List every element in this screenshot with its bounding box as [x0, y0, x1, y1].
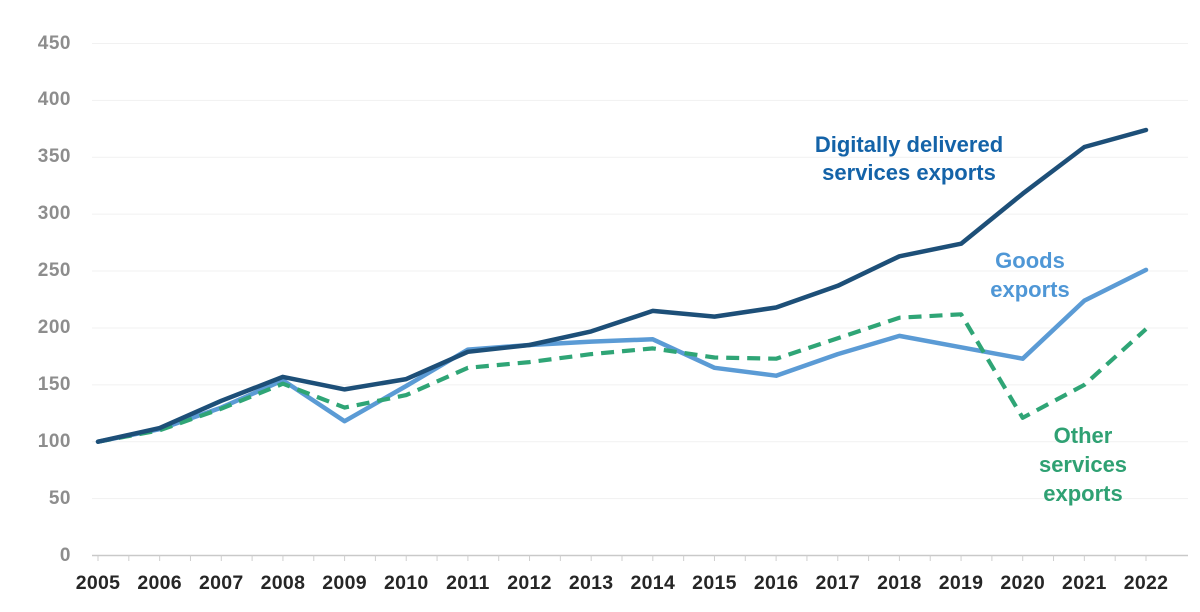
- y-tick-label-450: 450: [37, 32, 71, 54]
- y-tick-label-350: 350: [37, 146, 71, 168]
- x-tick-label-2021: 2021: [1062, 572, 1107, 594]
- x-tick-label-2020: 2020: [1000, 572, 1045, 594]
- x-tick-label-2010: 2010: [383, 572, 429, 594]
- series-label-other-services-line-2: services: [1038, 452, 1128, 477]
- x-tick-label-2013: 2013: [568, 572, 614, 594]
- series-line-digital: [95, 127, 1149, 444]
- x-tick-label-2018: 2018: [877, 572, 922, 594]
- x-tick-label-2019: 2019: [938, 572, 984, 594]
- series-label-digital-line-2: services exports: [822, 160, 996, 185]
- y-tick-label-100: 100: [37, 430, 71, 452]
- series-line-other-services: [97, 312, 1148, 444]
- series-label-digital: Digitally delivered services exports: [815, 131, 1003, 187]
- x-tick-label-2009: 2009: [322, 572, 367, 594]
- x-tick-label-2022: 2022: [1123, 572, 1169, 594]
- x-tick-label-2017: 2017: [815, 572, 861, 594]
- x-tick-label-2012: 2012: [507, 572, 552, 594]
- y-tick-label-0: 0: [59, 544, 71, 566]
- y-tick-label-300: 300: [37, 203, 71, 225]
- series-line-goods: [95, 267, 1149, 444]
- x-tick-label-2015: 2015: [692, 572, 737, 594]
- x-tick-label-2011: 2011: [446, 572, 490, 594]
- x-tick-label-2008: 2008: [260, 572, 306, 594]
- x-tick-label-2007: 2007: [198, 572, 244, 594]
- y-tick-label-50: 50: [48, 487, 71, 509]
- x-tick-label-2006: 2006: [137, 572, 182, 594]
- y-tick-label-400: 400: [37, 89, 71, 111]
- x-tick-label-2005: 2005: [75, 572, 121, 594]
- y-tick-label-250: 250: [37, 260, 71, 282]
- series-label-other-services: Other services exports: [1039, 421, 1127, 508]
- series-label-other-services-line-3: exports: [1043, 481, 1123, 506]
- y-tick-label-200: 200: [37, 316, 71, 338]
- x-tick-label-2014: 2014: [630, 572, 676, 594]
- x-tick-label-2016: 2016: [753, 572, 799, 594]
- series-label-other-services-line-1: Other: [1053, 423, 1113, 448]
- y-tick-label-150: 150: [37, 373, 71, 395]
- series-label-goods-line-1: Goods: [995, 248, 1065, 273]
- series-label-digital-line-1: Digitally delivered: [814, 132, 1004, 157]
- series-label-goods-line-2: exports: [990, 277, 1070, 302]
- series-label-goods: Goods exports: [990, 246, 1069, 304]
